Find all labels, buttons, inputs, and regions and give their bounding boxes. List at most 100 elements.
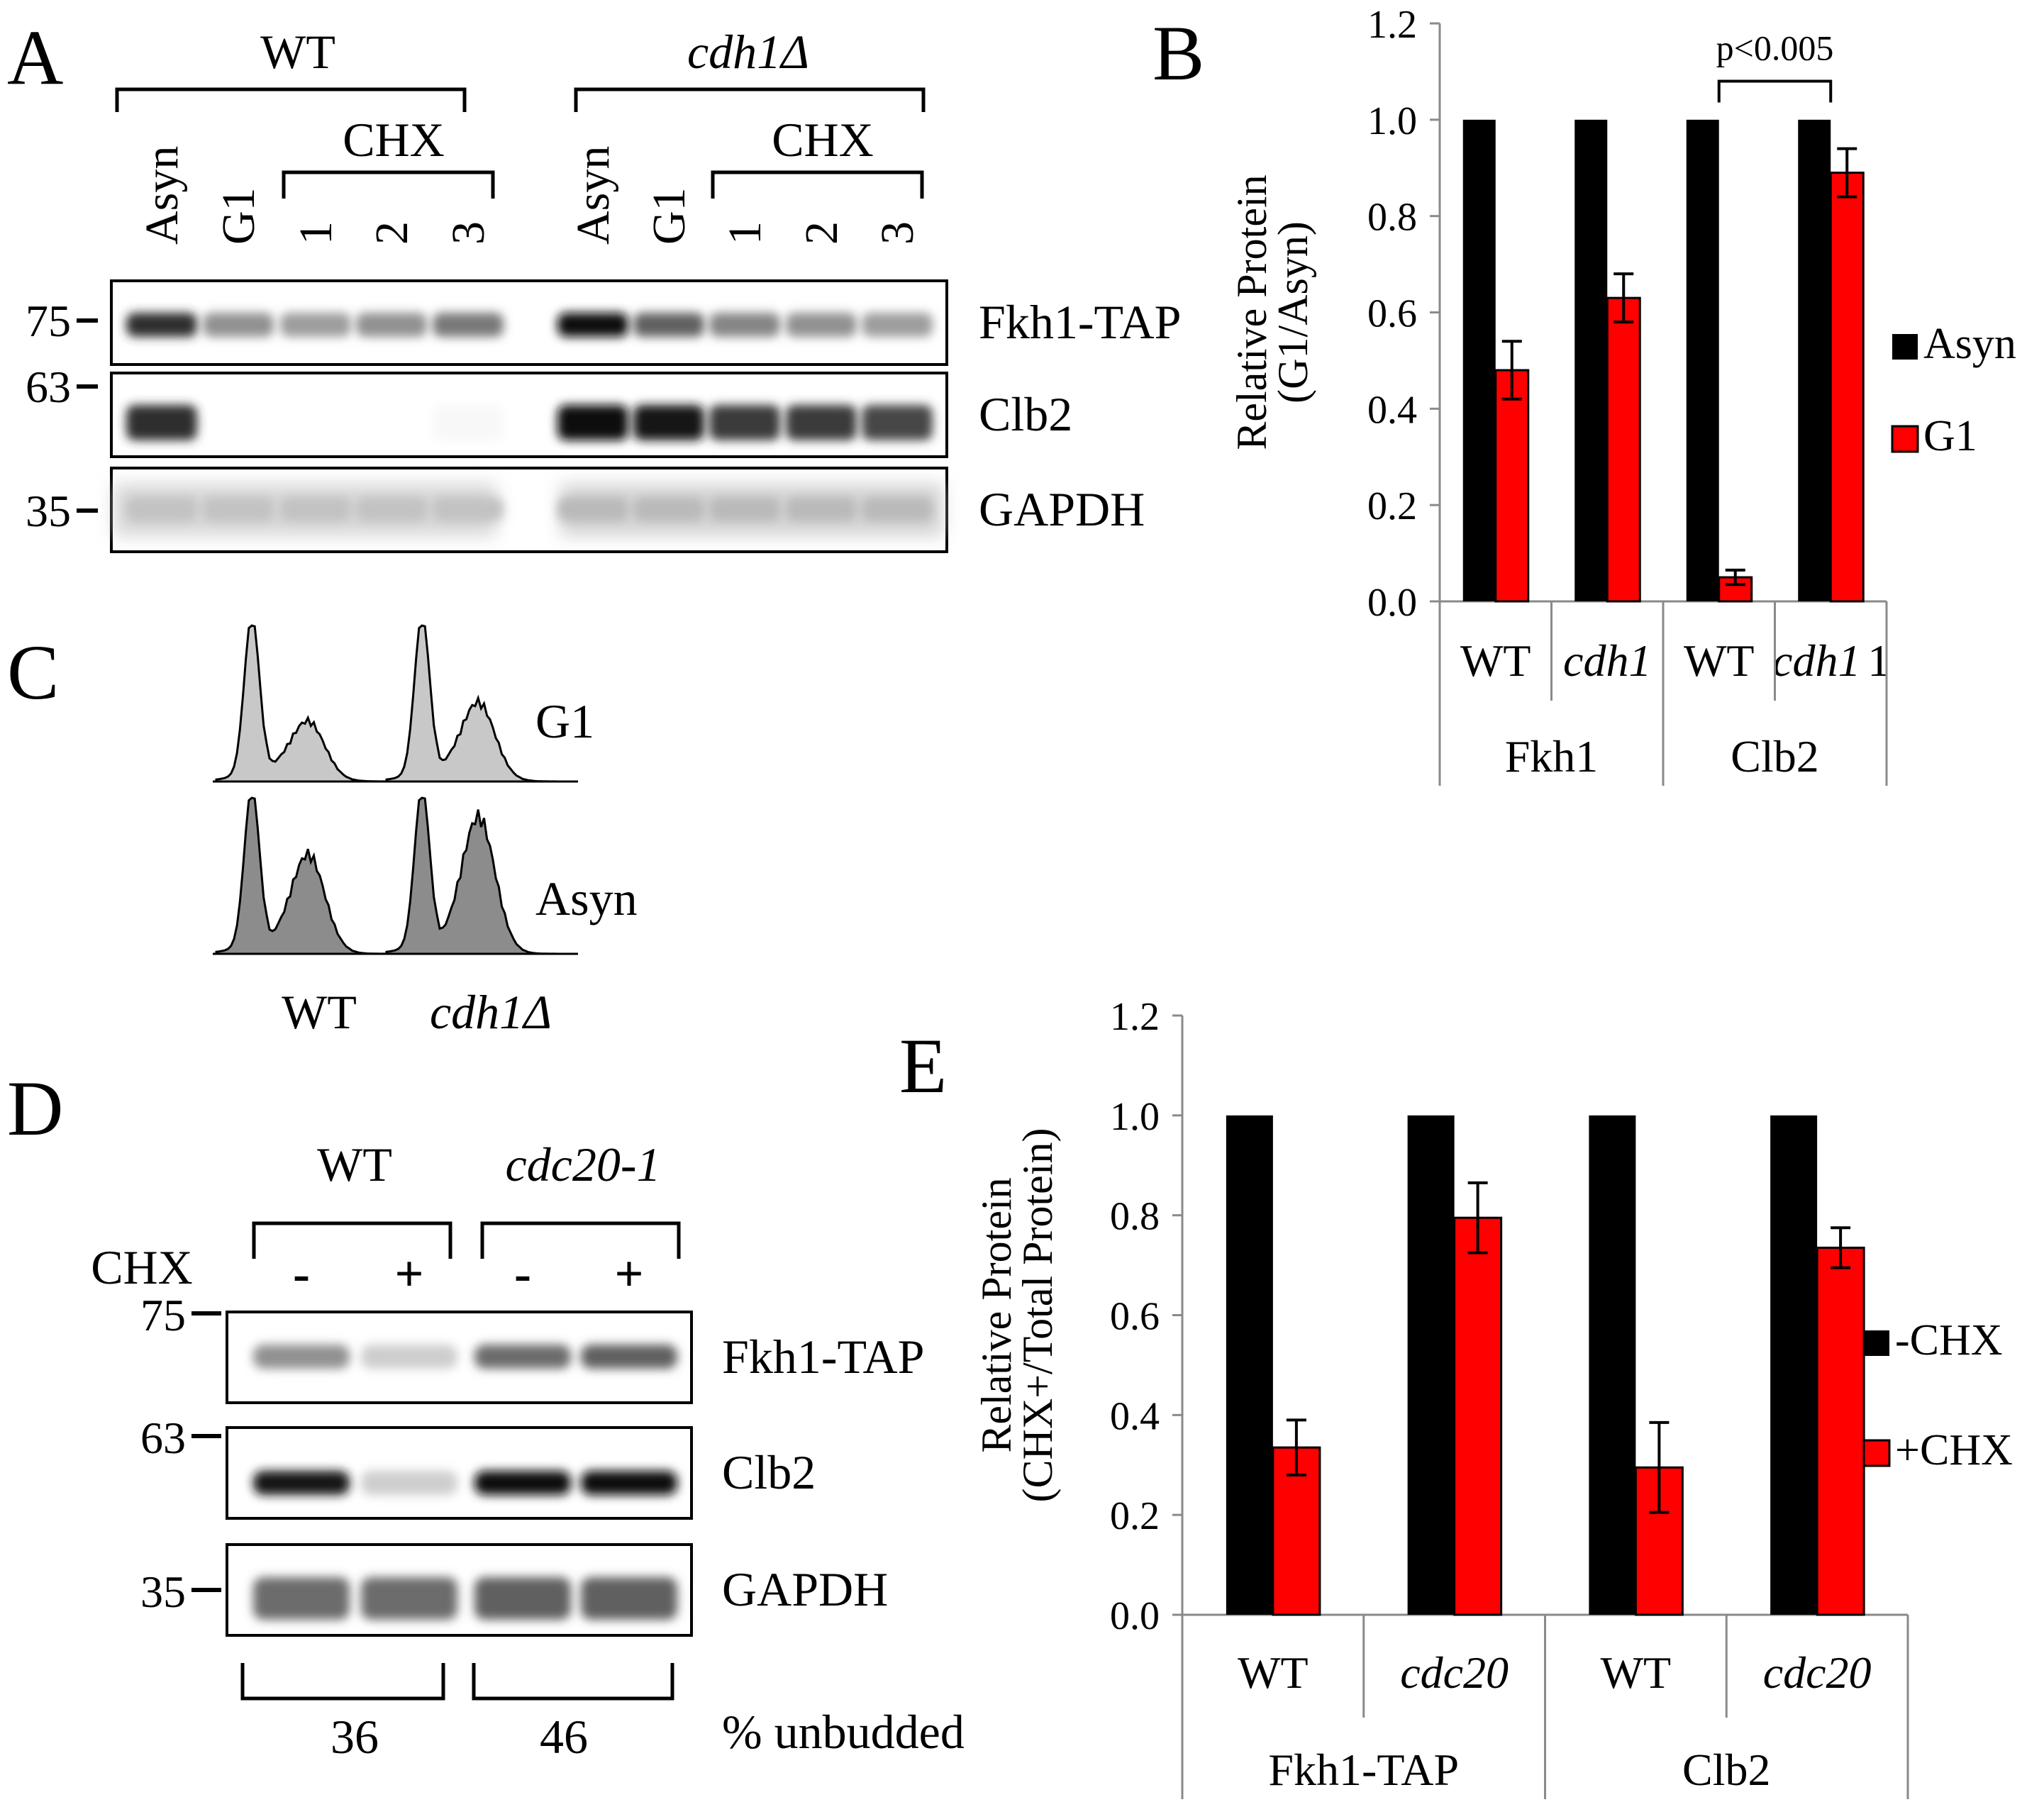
error-bar: [1837, 147, 1857, 199]
a-chx-wt-bracket: [282, 170, 495, 199]
a-blot-band: [203, 497, 274, 521]
d-blot-name: Fkh1-TAP: [722, 1330, 924, 1384]
y-axis-label: Relative Protein: [973, 1177, 1020, 1452]
legend-label: -CHX: [1895, 1316, 2003, 1364]
a-lane-labels: Asyn G1 1 2 3 Asyn G1 1 2 3: [136, 146, 923, 245]
y-tick-label: 0.6: [1367, 292, 1417, 336]
d-group-cdc20-bracket: [480, 1221, 681, 1259]
legend-label: +CHX: [1895, 1426, 2013, 1474]
a-lane-label: 2: [796, 221, 848, 245]
d-group-cdc20-label: cdc20-1: [505, 1138, 660, 1191]
error-bar: [1831, 1226, 1851, 1269]
y-tick-label: 0.0: [1110, 1594, 1160, 1638]
a-blot-band: [633, 405, 704, 440]
a-blot-band: [126, 313, 197, 337]
a-group-cdh1-label: cdh1Δ: [687, 25, 809, 79]
a-blot-band: [126, 497, 197, 521]
d-lane-sign: +: [394, 1245, 423, 1302]
d-lane-sign: -: [514, 1245, 531, 1302]
d-blot-band: [361, 1345, 457, 1369]
a-blot-band: [862, 313, 933, 337]
d-marker-label: 63: [140, 1413, 186, 1463]
d-lane-sign: -: [293, 1245, 310, 1302]
bar: [1829, 172, 1865, 603]
a-marker-label: 35: [26, 486, 71, 536]
y-tick-label: 0.8: [1110, 1195, 1160, 1239]
legend-label: G1: [1923, 412, 1977, 460]
panel-a-label: A: [7, 14, 63, 101]
a-blot-band: [557, 313, 628, 337]
a-lane-label: 1: [290, 221, 342, 245]
a-blot-band: [862, 405, 933, 440]
d-blot-band: [253, 1345, 350, 1369]
bar: [1770, 1115, 1818, 1615]
panel-b-label: B: [1152, 10, 1204, 96]
a-blot-band: [633, 497, 704, 521]
legend-swatch: [1891, 425, 1919, 453]
a-group-wt-label: WT: [260, 25, 335, 79]
x-category-label: WT: [1460, 635, 1531, 686]
a-group-wt-bracket: [115, 87, 467, 112]
x-category-label: cdc20: [1400, 1647, 1509, 1698]
bar: [1589, 1115, 1636, 1615]
bar: [1226, 1115, 1273, 1615]
a-blot-band: [433, 405, 504, 440]
a-lane-label: G1: [213, 187, 265, 245]
d-lane-labels: - + - +: [293, 1245, 644, 1302]
error-bar: [1725, 568, 1745, 586]
error-bar: [1286, 1418, 1306, 1476]
y-tick-label: 1.0: [1110, 1095, 1160, 1139]
bar: [1494, 369, 1530, 603]
panel-e-label: E: [899, 1023, 947, 1109]
panel-a: A WT cdh1Δ CHX CHX Asyn G1 1 2 3 Asyn G1 1 2 3 75…: [7, 14, 1181, 553]
panel-e: E 0.0 0.2 0.4 0.6 0.8 1.0 1.2 Relative Protein(…: [899, 995, 2013, 1799]
a-lane-label: 1: [719, 221, 771, 245]
bar: [1686, 119, 1719, 602]
bar: [1407, 1115, 1455, 1615]
a-blot-band: [633, 313, 704, 337]
a-blot-band: [786, 405, 857, 440]
a-blot-band: [433, 497, 504, 521]
y-axis-label: (G1/Asyn): [1270, 221, 1316, 404]
legend-swatch: [1862, 1439, 1891, 1467]
d-lane-sign: +: [614, 1245, 643, 1302]
d-blot-name: Clb2: [722, 1445, 816, 1499]
d-marker-label: 35: [140, 1567, 186, 1617]
a-blot-band: [709, 405, 780, 440]
a-blots: Fkh1-TAP Clb2 GAPDH: [110, 279, 1181, 553]
c-histograms: [213, 624, 578, 955]
d-blot-band: [253, 1471, 350, 1495]
d-blot-band: [581, 1577, 677, 1620]
d-marker-label: 75: [140, 1290, 186, 1340]
bar: [1798, 119, 1831, 602]
p-value-annotation: p<0.005: [1716, 28, 1834, 68]
a-blot-band: [786, 497, 857, 521]
legend-swatch: [1892, 334, 1918, 360]
a-blot-name: Fkh1-TAP: [979, 295, 1181, 349]
a-lane-label: Asyn: [567, 146, 619, 245]
bar: [1462, 119, 1496, 602]
error-bar: [1649, 1420, 1670, 1514]
d-footer-wt-bracket: [240, 1663, 445, 1701]
d-blot-band: [361, 1577, 457, 1620]
x-category-label: cdc20: [1763, 1647, 1872, 1698]
y-tick-label: 0.0: [1367, 581, 1417, 625]
a-lane-label: 2: [366, 221, 418, 245]
significance-bracket: [1717, 79, 1833, 103]
a-chx-cdh1-label: CHX: [772, 113, 874, 167]
x-category-label: cdh1: [1772, 635, 1860, 686]
y-axis-label: Relative Protein: [1228, 174, 1275, 450]
c-histogram: [215, 624, 394, 783]
a-blot-name: GAPDH: [979, 482, 1145, 536]
y-tick-label: 1.2: [1110, 995, 1160, 1039]
a-markers: 75 63 35: [26, 296, 98, 536]
error-bar: [1501, 340, 1522, 401]
x-group-label: Clb2: [1731, 731, 1818, 782]
a-blot-band: [709, 497, 780, 521]
a-blot-band: [433, 313, 504, 337]
panel-c-label: C: [7, 629, 59, 716]
error-bar: [1613, 272, 1634, 324]
d-blot-band: [474, 1577, 571, 1620]
a-marker-label: 63: [26, 362, 71, 412]
